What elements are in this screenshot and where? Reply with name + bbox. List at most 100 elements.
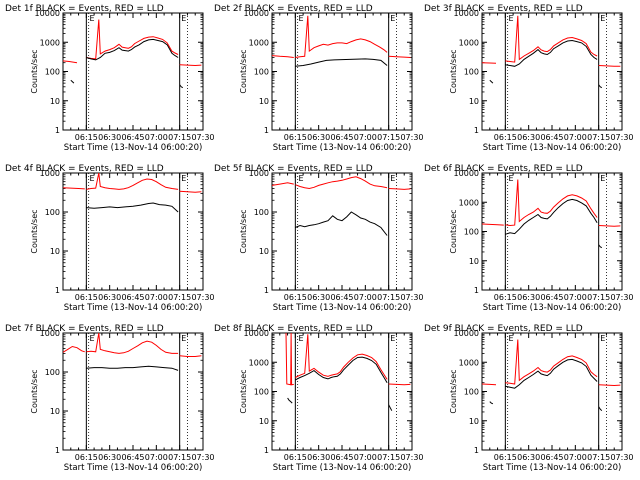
lld-series-pre	[63, 60, 78, 64]
events-series	[295, 356, 388, 383]
y-tick-label: 1	[264, 126, 269, 135]
y-tick-label: 1000	[459, 198, 479, 207]
plot-frame	[62, 172, 204, 291]
y-tick-label: 10000	[244, 9, 269, 18]
plot-frame	[62, 332, 204, 451]
y-tick-label: 10	[50, 247, 60, 256]
x-tick-label: 07:30	[400, 133, 423, 142]
x-tick-label: 07:15	[377, 133, 400, 142]
lld-series	[505, 179, 598, 227]
x-axis-label: Start Time (13-Nov-14 06:00:20)	[64, 303, 203, 313]
panel-title: Det 9f BLACK = Events, RED = LLD	[424, 324, 583, 334]
y-axis-label: Counts/sec	[239, 369, 248, 413]
x-tick-label: 07:30	[400, 453, 423, 462]
y-axis-label: Counts/sec	[449, 49, 458, 93]
lld-series-pre	[63, 345, 85, 353]
plot-frame	[271, 12, 413, 131]
y-tick-label: 10000	[454, 329, 479, 338]
x-tick-label: 07:00	[354, 133, 377, 142]
x-tick-label: 06:45	[121, 453, 144, 462]
interval-marker-label: E	[600, 14, 605, 23]
y-tick-label: 100	[464, 388, 479, 397]
panel-title: Det 8f BLACK = Events, RED = LLD	[214, 324, 373, 334]
y-tick-label: 100	[45, 208, 60, 217]
y-tick-label: 100	[464, 68, 479, 77]
interval-marker-label: E	[508, 14, 513, 23]
interval-marker-label: E	[181, 14, 186, 23]
events-series-post	[179, 84, 184, 89]
y-tick-label: 1	[474, 126, 479, 135]
events-series	[86, 38, 179, 61]
panel-title: Det 7f BLACK = Events, RED = LLD	[5, 324, 164, 334]
lld-series-post	[598, 65, 621, 67]
events-series-pre	[70, 79, 75, 84]
y-tick-label: 1	[55, 126, 60, 135]
y-axis-label: Counts/sec	[30, 209, 39, 253]
y-tick-label: 10	[50, 97, 60, 106]
y-tick-label: 10000	[244, 329, 269, 338]
chart-panel: Det 4f BLACK = Events, RED = LLD 1 10 100 10…	[5, 164, 215, 313]
lld-series	[86, 19, 179, 60]
events-series-post	[598, 84, 603, 89]
panel-title: Det 1f BLACK = Events, RED = LLD	[5, 4, 164, 14]
y-tick-label: 10000	[35, 9, 60, 18]
y-tick-label: 100	[45, 368, 60, 377]
y-tick-label: 1	[264, 446, 269, 455]
events-series-pre	[287, 397, 293, 404]
y-tick-label: 100	[45, 68, 60, 77]
chart-panel: Det 3f BLACK = Events, RED = LLD 1 10 100 10…	[424, 4, 634, 153]
x-tick-label: 07:00	[354, 293, 377, 302]
x-tick-label: 06:30	[517, 453, 540, 462]
lld-series-post	[179, 355, 202, 357]
x-tick-label: 06:45	[121, 133, 144, 142]
x-tick-label: 06:30	[517, 133, 540, 142]
lld-series-post	[388, 55, 411, 58]
interval-marker-label: E	[298, 174, 303, 183]
x-tick-label: 06:45	[540, 453, 563, 462]
lld-series	[86, 173, 179, 190]
plot-area	[482, 15, 621, 89]
x-tick-label: 06:15	[75, 453, 98, 462]
y-tick-label: 10000	[454, 9, 479, 18]
x-tick-label: 06:15	[284, 133, 307, 142]
plot-frame	[481, 172, 623, 291]
x-tick-label: 07:30	[610, 293, 633, 302]
x-tick-label: 07:30	[610, 133, 633, 142]
interval-marker-label: E	[508, 334, 513, 343]
y-axis-label: Counts/sec	[239, 49, 248, 93]
plot-area	[63, 333, 202, 371]
y-tick-label: 1000	[249, 169, 269, 178]
lld-series-post	[179, 64, 202, 67]
y-tick-label: 1000	[40, 169, 60, 178]
interval-marker-label: E	[89, 334, 94, 343]
y-tick-label: 1000	[459, 358, 479, 367]
events-series	[505, 39, 598, 67]
x-tick-label: 07:00	[145, 293, 168, 302]
y-tick-label: 100	[254, 388, 269, 397]
lld-series	[295, 176, 388, 190]
plot-area	[482, 339, 621, 412]
plot-frame	[481, 12, 623, 131]
x-tick-label: 07:15	[168, 293, 191, 302]
y-axis-label: Counts/sec	[30, 369, 39, 413]
x-tick-label: 06:15	[494, 293, 517, 302]
plot-area	[63, 19, 202, 89]
events-series-post	[598, 406, 603, 412]
lld-series-post	[388, 188, 411, 190]
y-axis-label: Counts/sec	[239, 209, 248, 253]
x-tick-label: 07:15	[377, 453, 400, 462]
events-series	[86, 202, 179, 213]
x-tick-label: 06:45	[121, 293, 144, 302]
interval-marker-label: E	[600, 174, 605, 183]
x-tick-label: 07:00	[354, 453, 377, 462]
y-tick-label: 10000	[454, 169, 479, 178]
interval-marker-label: E	[390, 334, 395, 343]
panel-title: Det 5f BLACK = Events, RED = LLD	[214, 164, 373, 174]
events-series	[505, 198, 598, 235]
lld-series	[505, 339, 598, 385]
y-tick-label: 10	[259, 247, 269, 256]
x-tick-label: 07:15	[587, 293, 610, 302]
x-tick-label: 06:45	[330, 133, 353, 142]
x-tick-label: 06:45	[540, 293, 563, 302]
